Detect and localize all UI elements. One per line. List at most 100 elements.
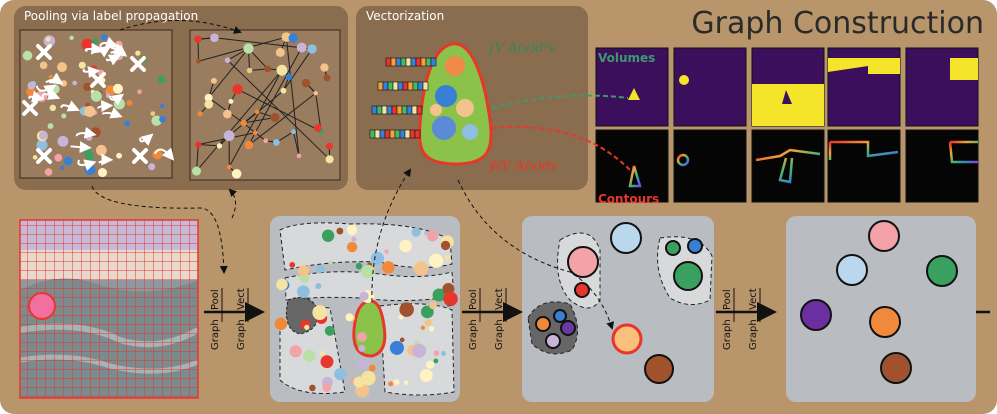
graph-node <box>880 352 912 384</box>
graph-step: Graph Pool Graph Vect <box>204 288 265 350</box>
graph-node <box>399 302 414 317</box>
graph-node <box>69 35 74 41</box>
graph-step-label: Graph <box>468 319 479 350</box>
graph-node <box>36 139 48 151</box>
graph-node <box>44 168 53 176</box>
graph-node <box>307 44 317 54</box>
graph-node <box>665 240 681 256</box>
graph-node <box>280 87 287 94</box>
graph-node <box>411 227 421 237</box>
graph-node <box>97 168 108 178</box>
graph-step-label: Graph <box>494 319 505 350</box>
graph-level-3-panel <box>786 216 976 402</box>
graph-node <box>100 34 108 41</box>
graph-node <box>323 74 331 82</box>
figure-title: Graph Construction <box>691 6 984 41</box>
graph-node <box>423 231 429 236</box>
graph-node <box>60 80 68 87</box>
propagation-arrow <box>99 36 118 48</box>
propagation-arrow <box>77 159 97 171</box>
graph-node <box>232 84 243 95</box>
propagation-arrow <box>60 100 80 112</box>
graph-node <box>47 123 54 129</box>
graph-node <box>351 236 357 242</box>
graph-node <box>574 282 590 298</box>
graph-node <box>246 67 253 74</box>
graph-node <box>276 278 288 291</box>
graph-node <box>85 151 95 161</box>
graph-node <box>95 144 107 156</box>
graph-node <box>361 264 375 279</box>
propagation-arrows <box>28 36 175 171</box>
graph-node <box>191 166 202 176</box>
graph-node <box>231 168 242 179</box>
removed-node-marks <box>22 44 148 164</box>
graph-node <box>222 109 232 119</box>
graph-node <box>312 305 328 320</box>
graph-step-label: Graph <box>748 319 759 350</box>
propagation-arrow <box>154 147 175 161</box>
region-node <box>432 116 456 140</box>
vect-step-label: Vect <box>748 288 759 310</box>
graph-node <box>243 43 254 54</box>
graph-node <box>27 81 36 90</box>
region-node <box>445 56 465 76</box>
graph-node <box>45 36 51 42</box>
graph-node <box>313 123 322 132</box>
graph-node <box>296 42 307 53</box>
feature-vector <box>371 105 423 115</box>
graph-node <box>84 105 96 118</box>
graph-node <box>926 255 958 287</box>
pooling-feedback-arrow <box>228 188 238 219</box>
region-node <box>462 124 478 140</box>
graph-node <box>228 98 234 104</box>
vect-step-label: Vect <box>494 288 505 310</box>
graph-node <box>346 224 358 236</box>
graph-node <box>446 302 451 307</box>
region-node <box>430 104 442 116</box>
propagation-arrow <box>70 141 92 154</box>
graph-node <box>57 62 67 73</box>
pooling-to-image-arrow <box>91 185 228 274</box>
graph-node <box>54 153 63 162</box>
vectorization-feedback-arrow <box>371 168 412 303</box>
graph-node <box>440 240 451 251</box>
graph-node <box>384 249 389 254</box>
graph-node <box>297 285 310 299</box>
propagation-arrow <box>84 42 104 55</box>
graph-step: Graph Pool Graph Vect <box>462 288 523 350</box>
graph-node <box>560 320 576 336</box>
propagation-arrow <box>101 107 123 119</box>
graph-node <box>440 350 446 357</box>
graph-node <box>38 130 48 140</box>
graph-node <box>444 254 451 261</box>
graph-node <box>137 89 142 95</box>
propagation-arrow <box>108 93 125 106</box>
graph-node <box>324 325 335 336</box>
graph-node <box>320 63 329 72</box>
feature-vector <box>385 57 437 67</box>
graph-node <box>334 368 347 381</box>
graph-node <box>357 332 367 342</box>
graph-node <box>290 129 296 135</box>
graph-node <box>687 238 703 254</box>
graph-node <box>836 254 868 286</box>
graph-node <box>433 358 439 364</box>
graph-node <box>320 355 334 369</box>
graph-node <box>432 288 446 302</box>
graph-node <box>368 364 376 372</box>
graph-step-label: Graph <box>722 319 733 350</box>
graph-edge <box>208 48 249 99</box>
graph-node <box>301 78 311 88</box>
pooling-panel-label: Pooling via label propagation <box>24 9 198 23</box>
region-node <box>435 85 457 107</box>
contours-label: Contours <box>598 192 659 206</box>
graph-node <box>358 344 366 352</box>
graph-node <box>273 139 280 146</box>
volume-map <box>595 47 669 127</box>
graph-node <box>321 229 335 242</box>
graph-node <box>216 143 223 149</box>
vectorization-panel-label: Vectorization <box>366 9 444 23</box>
region-node <box>456 99 474 117</box>
graph-node <box>393 379 400 386</box>
